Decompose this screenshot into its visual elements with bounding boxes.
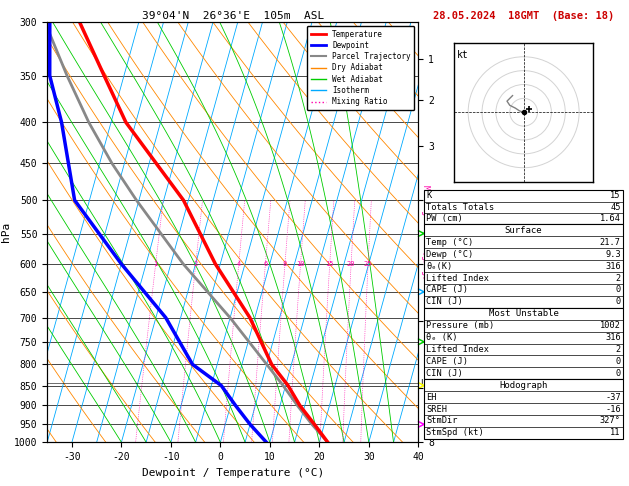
Y-axis label: hPa: hPa xyxy=(1,222,11,242)
Text: Pressure (mb): Pressure (mb) xyxy=(426,321,495,330)
Text: Most Unstable: Most Unstable xyxy=(489,309,559,318)
Legend: Temperature, Dewpoint, Parcel Trajectory, Dry Adiabat, Wet Adiabat, Isotherm, Mi: Temperature, Dewpoint, Parcel Trajectory… xyxy=(307,26,415,110)
Text: 0: 0 xyxy=(616,297,621,306)
Text: 316: 316 xyxy=(605,261,621,271)
Text: 15: 15 xyxy=(325,261,334,267)
Text: 6: 6 xyxy=(264,261,267,267)
Text: 1.64: 1.64 xyxy=(600,214,621,223)
Text: CIN (J): CIN (J) xyxy=(426,297,463,306)
Text: SREH: SREH xyxy=(426,404,447,414)
Text: 11: 11 xyxy=(610,428,621,437)
Text: 0: 0 xyxy=(616,369,621,378)
Text: CIN (J): CIN (J) xyxy=(426,369,463,378)
Text: 0: 0 xyxy=(616,285,621,295)
Text: 0: 0 xyxy=(616,357,621,366)
Text: 1: 1 xyxy=(153,261,158,267)
Text: θₑ(K): θₑ(K) xyxy=(426,261,453,271)
Text: 316: 316 xyxy=(605,333,621,342)
Text: PW (cm): PW (cm) xyxy=(426,214,463,223)
Text: 8: 8 xyxy=(283,261,287,267)
Text: 21.7: 21.7 xyxy=(600,238,621,247)
X-axis label: Dewpoint / Temperature (°C): Dewpoint / Temperature (°C) xyxy=(142,468,324,478)
Text: Totals Totals: Totals Totals xyxy=(426,203,495,212)
Text: 15: 15 xyxy=(610,191,621,200)
Text: © weatheronline.co.uk: © weatheronline.co.uk xyxy=(471,433,576,442)
Text: Lifted Index: Lifted Index xyxy=(426,274,489,282)
Text: CAPE (J): CAPE (J) xyxy=(426,285,469,295)
Text: 2: 2 xyxy=(194,261,198,267)
Text: Lifted Index: Lifted Index xyxy=(426,345,489,354)
Text: 327°: 327° xyxy=(600,417,621,425)
Text: Dewp (°C): Dewp (°C) xyxy=(426,250,474,259)
Text: K: K xyxy=(426,191,431,200)
Text: -37: -37 xyxy=(605,393,621,401)
Text: Surface: Surface xyxy=(505,226,542,235)
Text: -16: -16 xyxy=(605,404,621,414)
Text: 1002: 1002 xyxy=(600,321,621,330)
Title: 39°04'N  26°36'E  105m  ASL: 39°04'N 26°36'E 105m ASL xyxy=(142,11,324,21)
Text: 9.3: 9.3 xyxy=(605,250,621,259)
Text: LCL: LCL xyxy=(420,379,435,388)
Text: EH: EH xyxy=(426,393,437,401)
Y-axis label: km
ASL: km ASL xyxy=(435,223,457,241)
Text: 10: 10 xyxy=(296,261,305,267)
Text: 28.05.2024  18GMT  (Base: 18): 28.05.2024 18GMT (Base: 18) xyxy=(433,11,615,21)
Text: 20: 20 xyxy=(347,261,355,267)
Text: Temp (°C): Temp (°C) xyxy=(426,238,474,247)
Text: Hodograph: Hodograph xyxy=(499,381,548,390)
Text: CAPE (J): CAPE (J) xyxy=(426,357,469,366)
Text: StmDir: StmDir xyxy=(426,417,458,425)
Text: 2: 2 xyxy=(616,345,621,354)
Text: Mixing Ratio (g/kg): Mixing Ratio (g/kg) xyxy=(421,185,430,279)
Text: 45: 45 xyxy=(610,203,621,212)
Text: 25: 25 xyxy=(364,261,372,267)
Text: 4: 4 xyxy=(237,261,241,267)
Text: θₑ (K): θₑ (K) xyxy=(426,333,458,342)
Text: 2: 2 xyxy=(616,274,621,282)
Text: kt: kt xyxy=(457,50,469,60)
Text: StmSpd (kt): StmSpd (kt) xyxy=(426,428,484,437)
